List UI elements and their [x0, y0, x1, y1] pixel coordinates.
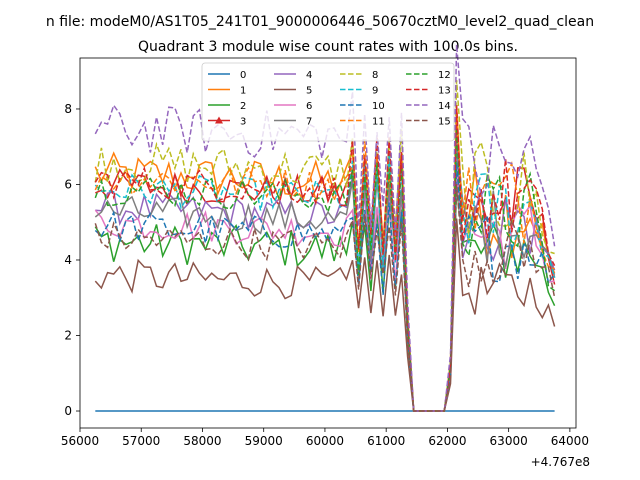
x-tick-label: 64000	[551, 434, 589, 448]
series-line-4	[95, 144, 556, 412]
x-axis: 56000 57000 58000 59000 60000 61000 62000 63000…	[61, 428, 589, 448]
x-tick-label: 63000	[490, 434, 528, 448]
legend-label: 1	[240, 86, 246, 97]
series-line-14	[94, 44, 556, 412]
x-tick-label: 60000	[306, 434, 344, 448]
series-line-12	[94, 127, 556, 412]
legend-label: 11	[372, 117, 385, 128]
legend-label: 7	[306, 117, 312, 128]
axes-frame	[79, 57, 577, 429]
chart-title: Quadrant 3 module wise count rates with …	[138, 39, 518, 55]
x-tick-label: 57000	[122, 434, 160, 448]
legend-label: 13	[438, 86, 451, 97]
series-line-7	[94, 142, 556, 412]
figure-suptitle: n file: modeM0/AS1T05_241T01_9000006446_…	[46, 14, 594, 30]
legend-label: 8	[372, 70, 378, 81]
x-tick-label: 61000	[367, 434, 405, 448]
y-tick-label: 0	[64, 404, 72, 418]
y-tick-label: 6	[64, 177, 72, 191]
series-line-8	[94, 80, 555, 412]
series-line-6	[94, 172, 555, 412]
legend-label: 9	[372, 86, 378, 97]
legend-label: 6	[306, 101, 312, 112]
y-axis: 0 2 4 6 8	[64, 102, 80, 418]
legend-marker	[215, 116, 223, 124]
legend-label: 5	[306, 86, 312, 97]
legend-label: 4	[306, 70, 312, 81]
series-layer	[94, 44, 556, 412]
legend-frame	[201, 62, 455, 142]
series-line-1	[94, 104, 556, 412]
legend-label: 14	[438, 101, 451, 112]
x-offset-label: +4.767e8	[531, 455, 590, 469]
legend-label: 3	[240, 117, 246, 128]
series-line-2	[94, 186, 556, 412]
y-tick-label: 4	[64, 253, 72, 267]
y-tick-label: 2	[64, 329, 72, 343]
series-line-15	[94, 183, 556, 412]
x-tick-label: 58000	[183, 434, 221, 448]
legend-label: 12	[438, 70, 451, 81]
legend-label: 15	[438, 117, 451, 128]
plot-area	[79, 44, 577, 429]
series-line-10	[94, 163, 556, 412]
y-tick-label: 8	[64, 102, 72, 116]
legend-label: 2	[240, 101, 246, 112]
x-tick-label: 62000	[428, 434, 466, 448]
series-line-5	[94, 218, 556, 412]
series-line-13	[94, 105, 556, 412]
legend-label: 0	[240, 70, 246, 81]
x-tick-label: 56000	[61, 434, 99, 448]
x-tick-label: 59000	[245, 434, 283, 448]
legend-label: 10	[372, 101, 385, 112]
